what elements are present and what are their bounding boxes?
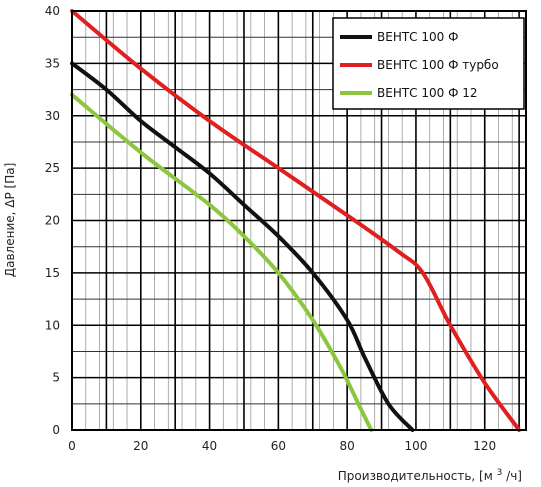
y-tick-label: 10 bbox=[45, 318, 60, 332]
series-line-ventc100f12 bbox=[70, 92, 374, 432]
x-tick-label: 40 bbox=[202, 439, 217, 453]
y-axis-label: Давление, ΔP [Па] bbox=[3, 163, 17, 278]
plot-frame bbox=[71, 10, 527, 431]
x-tick-label: 20 bbox=[133, 439, 148, 453]
legend-label-ventc100f: ВЕНТС 100 Ф bbox=[377, 30, 458, 44]
tick-labels: 0 20 40 60 80 100 120 0 5 10 15 20 25 30 35 40 bbox=[45, 4, 496, 453]
x-axis-label-superscript: 3 bbox=[497, 468, 503, 478]
x-tick-label: 60 bbox=[271, 439, 286, 453]
y-tick-label: 20 bbox=[45, 214, 60, 228]
y-tick-label: 30 bbox=[45, 109, 60, 123]
x-tick-label: 80 bbox=[340, 439, 355, 453]
x-axis-label-end: /ч] bbox=[506, 469, 522, 483]
y-tick-label: 5 bbox=[52, 371, 60, 385]
x-axis-label: Производительность, [м 3 /ч] bbox=[338, 464, 522, 483]
series-lines bbox=[70, 9, 522, 432]
y-tick-label: 40 bbox=[45, 4, 60, 18]
y-tick-label: 15 bbox=[45, 266, 60, 280]
series-line-ventc100f bbox=[70, 61, 415, 432]
x-tick-label: 120 bbox=[473, 439, 496, 453]
x-tick-label: 0 bbox=[68, 439, 76, 453]
x-tick-label: 100 bbox=[404, 439, 427, 453]
y-tick-label: 35 bbox=[45, 56, 60, 70]
legend-label-ventc100f-turbo: ВЕНТС 100 Ф турбо bbox=[377, 58, 499, 72]
y-tick-label: 25 bbox=[45, 161, 60, 175]
grid bbox=[72, 11, 526, 430]
legend-label-ventc100f12: ВЕНТС 100 Ф 12 bbox=[377, 86, 478, 100]
x-axis-label-main: Производительность, [м bbox=[338, 469, 493, 483]
series-line-ventc100f-turbo bbox=[70, 9, 522, 432]
legend: ВЕНТС 100 Ф ВЕНТС 100 Ф турбо ВЕНТС 100 … bbox=[332, 17, 525, 110]
y-tick-label: 0 bbox=[52, 423, 60, 437]
